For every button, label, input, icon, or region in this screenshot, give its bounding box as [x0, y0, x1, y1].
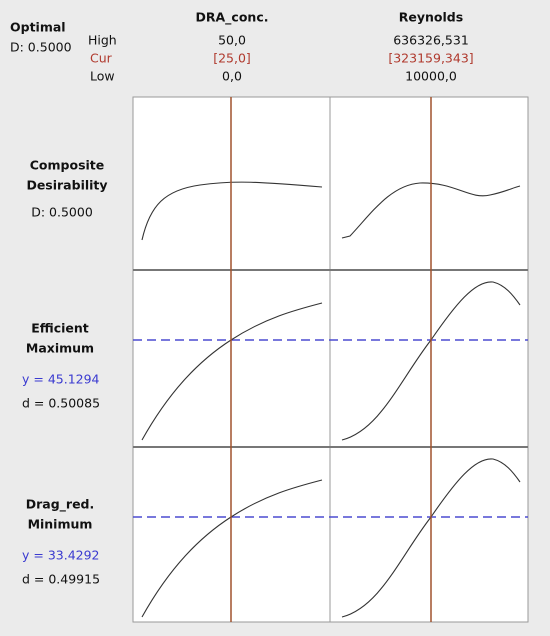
panels — [132, 96, 529, 623]
level-label: Low — [90, 69, 115, 84]
factor-name: Reynolds — [399, 10, 463, 25]
title: Optimal — [10, 20, 66, 35]
response-name: Composite — [30, 158, 105, 173]
factor-low: 10000,0 — [405, 69, 457, 84]
response-d: D: 0.5000 — [31, 205, 93, 220]
level-label: Cur — [90, 51, 113, 66]
response-name: Drag_red. — [26, 497, 95, 513]
factor-cur: [323159,343] — [388, 51, 473, 66]
response-y: y = 33.4292 — [22, 548, 100, 563]
response-name: Efficient — [31, 321, 89, 336]
response-d: d = 0.49915 — [22, 572, 100, 587]
level-label: High — [88, 33, 117, 48]
response-name: Minimum — [28, 517, 93, 532]
factor-low: 0,0 — [222, 69, 242, 84]
response-name: Desirability — [26, 178, 107, 193]
factor-high: 50,0 — [218, 33, 246, 48]
factor-high: 636326,531 — [393, 33, 469, 48]
response-d: d = 0.50085 — [22, 396, 100, 411]
factor-name: DRA_conc. — [196, 10, 269, 26]
desirability: D: 0.5000 — [10, 40, 72, 55]
response-name: Maximum — [26, 341, 94, 356]
factor-cur: [25,0] — [213, 51, 251, 66]
response-y: y = 45.1294 — [22, 372, 100, 387]
